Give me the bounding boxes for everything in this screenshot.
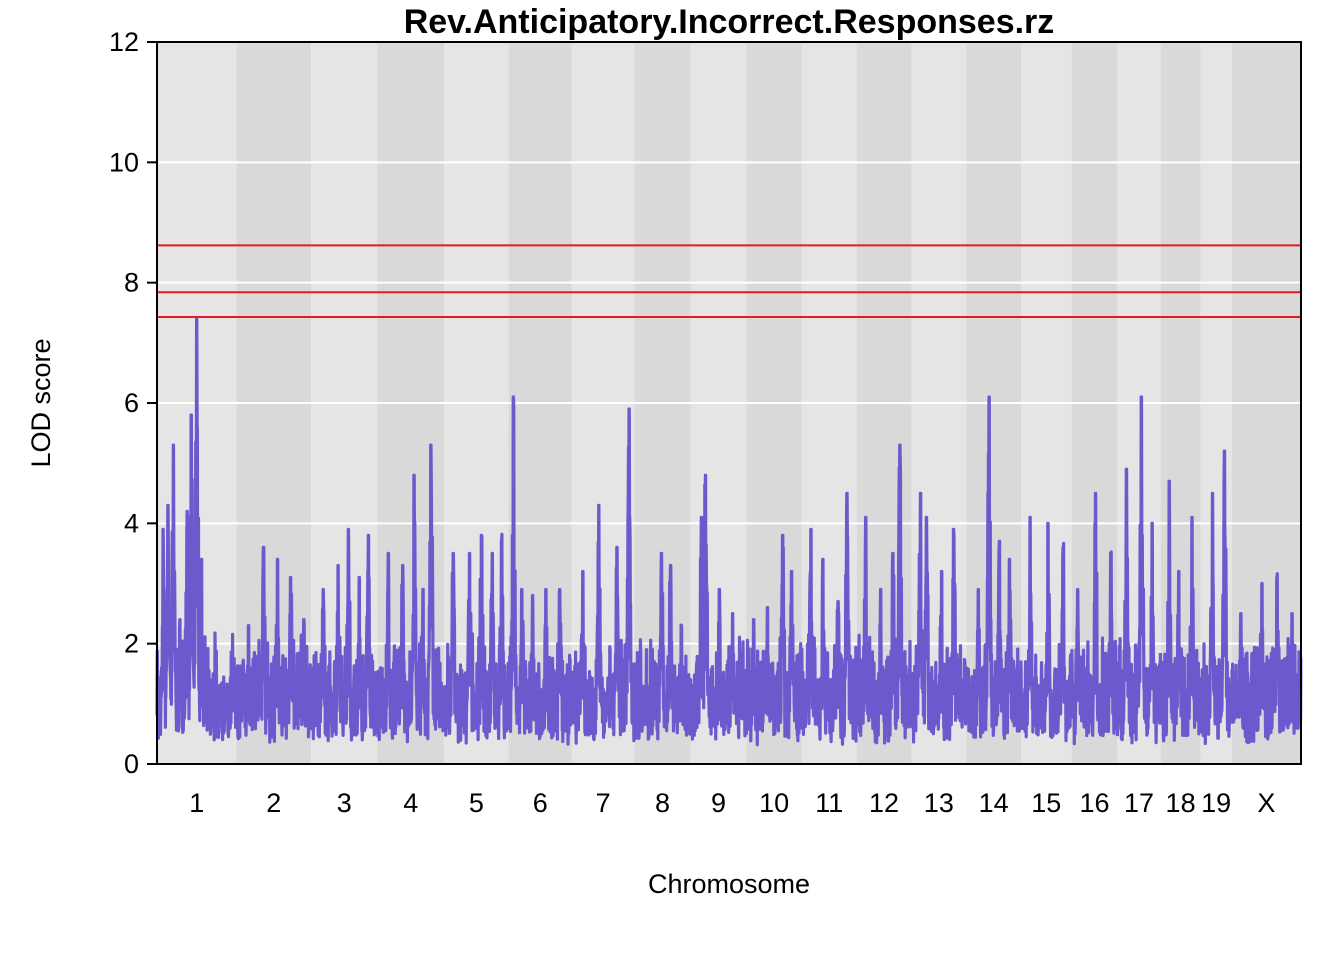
lod-curve-chr-6 — [507, 395, 574, 746]
x-tick-label-chr-10: 10 — [759, 788, 789, 818]
x-axis-title: Chromosome — [648, 869, 810, 899]
lod-curve-chr-19 — [1198, 449, 1234, 746]
lod-curve-chr-5 — [442, 532, 510, 745]
lod-curve-chr-10 — [744, 533, 804, 747]
lod-curve-chr-17 — [1115, 395, 1162, 745]
lod-curve-chr-2 — [234, 545, 313, 744]
x-tick-label-chr-8: 8 — [655, 788, 670, 818]
x-tick-label-chr-19: 19 — [1201, 788, 1231, 818]
lod-curve-chr-X — [1230, 572, 1303, 745]
x-tick-label-chr-18: 18 — [1166, 788, 1196, 818]
lod-curve-chr-4 — [375, 443, 446, 744]
lod-curve-chr-13 — [909, 491, 968, 744]
x-tick-label-chr-13: 13 — [924, 788, 954, 818]
lod-curve-chr-16 — [1069, 491, 1119, 746]
x-tick-label-chr-12: 12 — [869, 788, 899, 818]
x-tick-label-chr-14: 14 — [979, 788, 1009, 818]
lod-curve-chr-14 — [964, 395, 1023, 740]
x-tick-label-chr-X: X — [1257, 788, 1275, 818]
y-tick-label-4: 4 — [124, 508, 139, 538]
x-axis: 1 2 3 4 5 6 7 8 9 10 11 12 13 14 15 16 17 18 19 X — [189, 788, 1275, 818]
y-tick-label-6: 6 — [124, 388, 139, 418]
x-tick-label-chr-15: 15 — [1031, 788, 1061, 818]
x-tick-label-chr-3: 3 — [337, 788, 352, 818]
x-tick-label-chr-5: 5 — [469, 788, 484, 818]
x-tick-label-chr-4: 4 — [403, 788, 418, 818]
lod-curve-chr-3 — [309, 527, 379, 743]
threshold-lines — [157, 244, 1301, 318]
y-axis-title: LOD score — [26, 338, 56, 467]
lod-curves — [155, 317, 1303, 747]
lod-curve-chr-7 — [570, 407, 636, 745]
lod-curve-chr-11 — [800, 491, 859, 746]
y-tick-label-2: 2 — [124, 629, 139, 659]
x-tick-label-chr-9: 9 — [711, 788, 726, 818]
x-tick-label-chr-11: 11 — [815, 788, 843, 818]
y-tick-label-12: 12 — [109, 27, 139, 57]
y-tick-label-8: 8 — [124, 268, 139, 298]
lod-curve-chr-18 — [1159, 479, 1202, 743]
x-tick-label-chr-6: 6 — [533, 788, 548, 818]
x-tick-label-chr-2: 2 — [266, 788, 281, 818]
x-tick-label-chr-7: 7 — [596, 788, 611, 818]
x-tick-label-chr-17: 17 — [1124, 788, 1154, 818]
lod-curve-chr-8 — [632, 551, 692, 741]
y-tick-label-0: 0 — [124, 749, 139, 779]
lod-curve-chr-9 — [688, 473, 748, 741]
y-tick-label-10: 10 — [109, 147, 139, 177]
y-axis: 0 2 4 6 8 10 12 — [109, 27, 157, 779]
x-tick-label-chr-1: 1 — [189, 788, 204, 818]
lod-curve-chr-15 — [1019, 515, 1073, 743]
lod-curve-chr-12 — [854, 443, 913, 745]
chart-title: Rev.Anticipatory.Incorrect.Responses.rz — [404, 3, 1055, 41]
lod-curve-chr-1 — [155, 317, 238, 742]
x-tick-label-chr-16: 16 — [1079, 788, 1109, 818]
